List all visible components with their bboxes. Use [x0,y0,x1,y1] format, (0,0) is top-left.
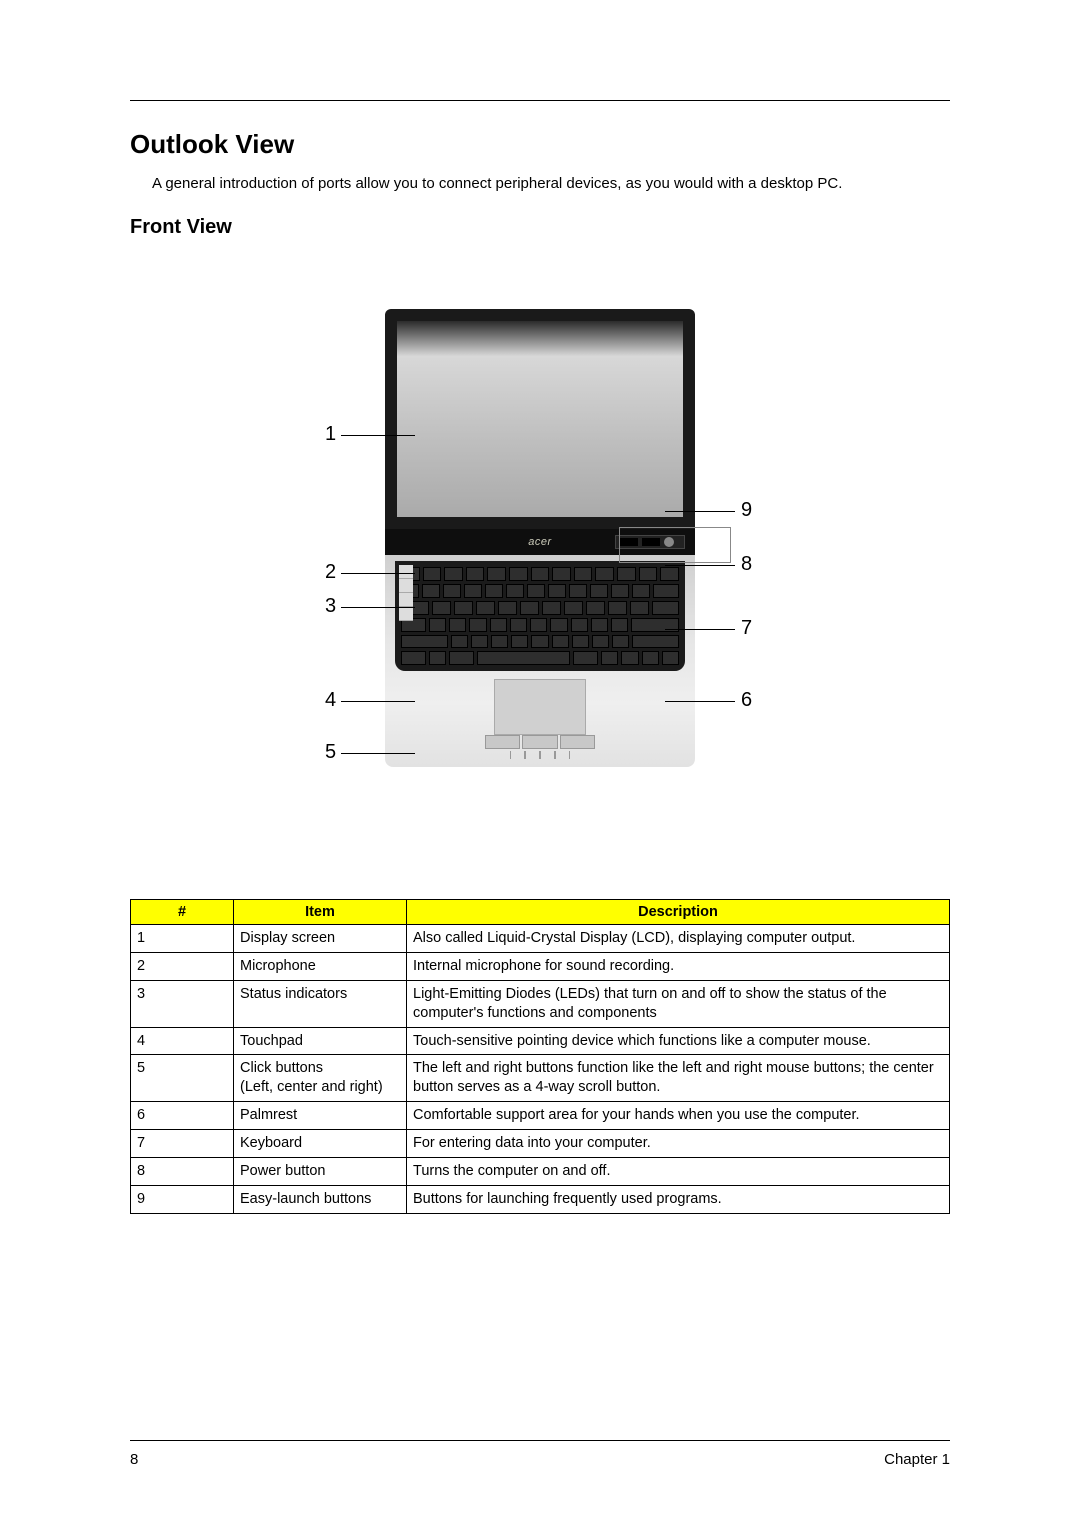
callout-number: 5 [325,741,336,764]
table-cell-num: 3 [131,980,234,1027]
callout-number: 4 [325,689,336,712]
callout-number: 7 [741,617,752,640]
table-cell-desc: Internal microphone for sound recording. [407,953,950,981]
table-cell-desc: Buttons for launching frequently used pr… [407,1185,950,1213]
table-body: 1Display screenAlso called Liquid-Crysta… [131,925,950,1213]
table-row: 3Status indicatorsLight-Emitting Diodes … [131,980,950,1027]
table-header-row: # Item Description [131,900,950,925]
table-cell-item: Microphone [234,953,407,981]
table-cell-item: Easy-launch buttons [234,1185,407,1213]
callout-line [341,607,415,608]
table-cell-item: Power button [234,1157,407,1185]
table-cell-item: Click buttons (Left, center and right) [234,1055,407,1102]
callout-number: 3 [325,595,336,618]
touchpad-buttons [485,735,595,749]
callout-line [665,629,735,630]
callout-number: 8 [741,553,752,576]
table-row: 7KeyboardFor entering data into your com… [131,1130,950,1158]
callout-number: 6 [741,689,752,712]
figure-container: acer [130,309,950,819]
table-cell-num: 2 [131,953,234,981]
laptop-base [385,555,695,767]
table-cell-desc: The left and right buttons function like… [407,1055,950,1102]
table-cell-item: Palmrest [234,1102,407,1130]
page: Outlook View A general introduction of p… [0,0,1080,1528]
laptop-screen-bezel [385,309,695,529]
callout-number: 9 [741,499,752,522]
table-cell-num: 1 [131,925,234,953]
callout-line [341,701,415,702]
front-led-strip [510,751,570,759]
callout-number: 2 [325,561,336,584]
table-cell-desc: Comfortable support area for your hands … [407,1102,950,1130]
intro-paragraph: A general introduction of ports allow yo… [152,174,950,194]
page-footer: 8 Chapter 1 [130,1440,950,1468]
chapter-label: Chapter 1 [884,1451,950,1468]
table-cell-desc: Touch-sensitive pointing device which fu… [407,1027,950,1055]
table-cell-item: Display screen [234,925,407,953]
callout-line [665,701,735,702]
table-cell-item: Touchpad [234,1027,407,1055]
table-cell-desc: Light-Emitting Diodes (LEDs) that turn o… [407,980,950,1027]
laptop-keyboard [395,561,685,671]
table-row: 1Display screenAlso called Liquid-Crysta… [131,925,950,953]
parts-table: # Item Description 1Display screenAlso c… [130,899,950,1213]
table-cell-item: Keyboard [234,1130,407,1158]
table-header-desc: Description [407,900,950,925]
table-row: 9Easy-launch buttonsButtons for launchin… [131,1185,950,1213]
laptop-touchpad [494,679,586,735]
table-row: 2MicrophoneInternal microphone for sound… [131,953,950,981]
table-cell-desc: Also called Liquid-Crystal Display (LCD)… [407,925,950,953]
table-cell-num: 6 [131,1102,234,1130]
page-number: 8 [130,1451,138,1468]
callout-line [341,435,415,436]
callout-line [341,753,415,754]
table-cell-desc: For entering data into your computer. [407,1130,950,1158]
callout-line [341,573,415,574]
top-rule [130,100,950,101]
laptop-palmrest [395,671,685,757]
table-header-num: # [131,900,234,925]
table-row: 5Click buttons (Left, center and right)T… [131,1055,950,1102]
table-header-item: Item [234,900,407,925]
table-row: 8Power buttonTurns the computer on and o… [131,1157,950,1185]
callout-9-box [619,527,731,563]
subsection-heading: Front View [130,216,950,239]
callout-number: 1 [325,423,336,446]
callout-line [665,511,735,512]
table-cell-item: Status indicators [234,980,407,1027]
table-cell-num: 4 [131,1027,234,1055]
table-row: 4TouchpadTouch-sensitive pointing device… [131,1027,950,1055]
callout-line [665,565,735,566]
table-cell-num: 5 [131,1055,234,1102]
laptop-brand-logo: acer [528,536,551,548]
section-heading: Outlook View [130,129,950,160]
laptop-figure: acer [305,309,775,819]
table-row: 6PalmrestComfortable support area for yo… [131,1102,950,1130]
table-cell-num: 9 [131,1185,234,1213]
laptop-screen [397,321,683,517]
table-cell-num: 7 [131,1130,234,1158]
table-cell-desc: Turns the computer on and off. [407,1157,950,1185]
table-cell-num: 8 [131,1157,234,1185]
